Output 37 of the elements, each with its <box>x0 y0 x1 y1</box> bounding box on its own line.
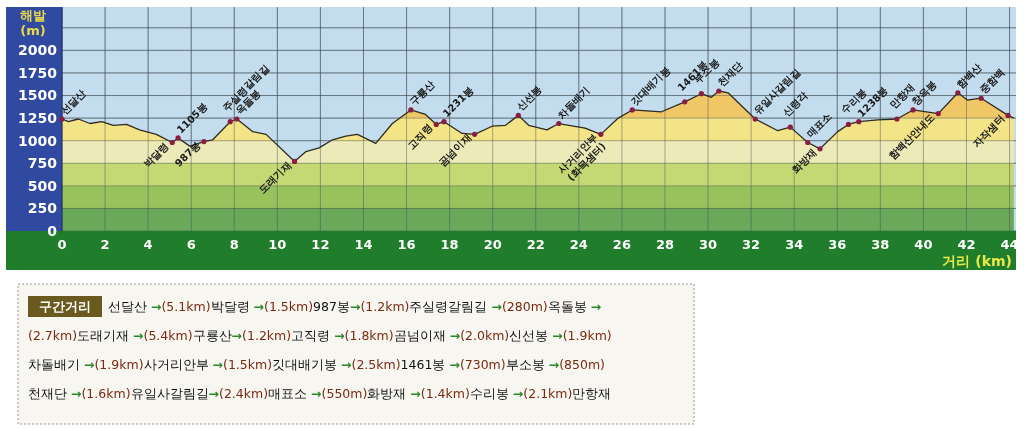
x-axis-title: 거리 (km) <box>942 253 1012 269</box>
y-tick-label: 250 <box>27 200 58 217</box>
y-tick-label: 1750 <box>18 64 58 81</box>
x-tick-label: 24 <box>569 237 588 252</box>
y-tick-label: 1500 <box>18 87 58 104</box>
x-tick-label: 22 <box>526 237 545 252</box>
text: (2.7km)도래기재 →(5.4km)구룡산→(1.2km)고직령 →(1.8km)곰넘이재 →(2.0km)신선봉 →(1.9km) <box>28 328 612 343</box>
x-tick-label: 12 <box>311 237 330 252</box>
y-tick-label: 1250 <box>18 110 58 126</box>
x-tick-label: 8 <box>229 237 239 252</box>
text: 천재단 →(1.6km)유일사갈림길→(2.4km)매표소 →(550m)화방재 →(1.4km)수리봉 →(2.1km)만항재 <box>28 386 612 401</box>
x-tick-label: 20 <box>483 237 502 252</box>
x-tick-label: 40 <box>914 237 933 252</box>
text: 선달산 →(5.1km)박달령 →(1.5km)987봉→(1.2km)주실령갈림길 →(280m)옥돌봉 → <box>108 299 602 314</box>
y-tick-label: 0 <box>47 222 58 239</box>
y-tick-label: 1000 <box>18 132 58 149</box>
text: 구간거리 <box>39 299 91 314</box>
x-tick-label: 42 <box>957 237 976 252</box>
x-tick-label: 38 <box>871 237 890 252</box>
x-tick-label: 30 <box>699 237 718 252</box>
text: 차돌배기 →(1.9km)사거리안부 →(1.5km)깃대배기봉 →(2.5km)1461봉 →(730m)부소봉 →(850m) <box>28 357 605 372</box>
y-axis-title: 해발 (m) <box>20 8 46 38</box>
y-tick-label: 2000 <box>18 42 58 59</box>
x-tick-label: 6 <box>186 237 196 252</box>
y-tick-label: 750 <box>27 155 58 172</box>
x-tick-label: 16 <box>397 237 416 252</box>
x-tick-label: 4 <box>143 237 153 252</box>
x-tick-label: 32 <box>742 237 761 252</box>
y-tick-label: 500 <box>27 177 58 194</box>
x-tick-label: 10 <box>268 237 287 252</box>
x-tick-label: 18 <box>440 237 459 252</box>
x-tick-label: 2 <box>100 237 110 252</box>
x-tick-label: 28 <box>655 237 675 252</box>
x-tick-label: 26 <box>612 237 631 252</box>
x-tick-label: 34 <box>785 237 804 252</box>
x-tick-label: 14 <box>354 237 373 252</box>
x-tick-label: 36 <box>828 237 847 252</box>
